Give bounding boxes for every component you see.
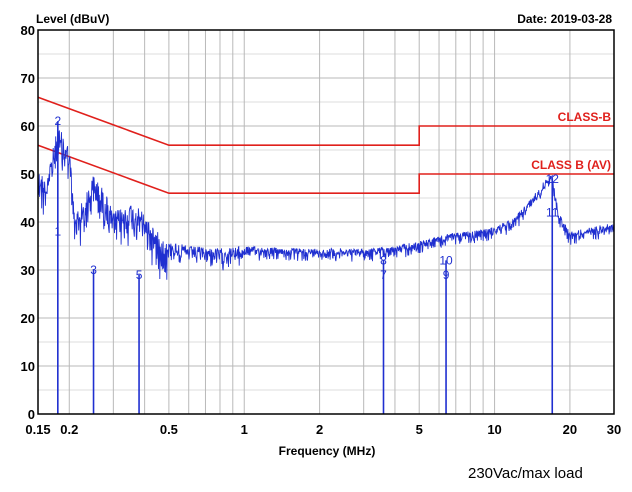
x-tick-label: 10 — [487, 422, 501, 437]
test-condition-caption: 230Vac/max load — [468, 465, 583, 482]
limit-line-2 — [37, 144, 614, 194]
marker-label: 10 — [439, 253, 453, 267]
marker-label: 5 — [136, 268, 143, 282]
y-tick-labels: 0 10 20 30 40 50 60 70 80 — [21, 23, 35, 422]
y-tick-label: 70 — [21, 71, 35, 86]
x-axis-label: Frequency (MHz) — [279, 444, 376, 458]
marker-label: 11 — [546, 205, 559, 219]
marker-label: 3 — [90, 263, 97, 277]
y-tick-label: 30 — [21, 263, 35, 278]
x-tick-label: 0.5 — [160, 422, 178, 437]
y-tick-label: 80 — [21, 23, 35, 38]
y-tick-label: 0 — [28, 407, 35, 422]
emission-trace — [37, 130, 615, 280]
x-tick-label: 5 — [416, 422, 423, 437]
marker-label: 12 — [546, 172, 560, 186]
limit-line-1 — [37, 96, 614, 146]
x-tick-label: 0.15 — [25, 422, 50, 437]
limit-lines: CLASS-B CLASS B (AV) — [37, 96, 614, 194]
plot-frame — [37, 29, 615, 415]
y-tick-label: 60 — [21, 119, 35, 134]
x-tick-label: 30 — [607, 422, 621, 437]
marker-label: 8 — [380, 253, 387, 267]
marker-label: 7 — [380, 268, 387, 282]
x-tick-label: 2 — [316, 422, 323, 437]
marker-label: 9 — [443, 268, 450, 282]
marker-label: 1 — [54, 225, 61, 239]
y-axis-label: Level (dBuV) — [36, 12, 109, 26]
y-tick-label: 20 — [21, 311, 35, 326]
x-tick-label: 20 — [563, 422, 577, 437]
x-tick-labels: 0.15 0.2 0.5 1 2 5 10 20 30 — [25, 422, 621, 437]
limit-label: CLASS-B — [558, 110, 612, 124]
x-tick-label: 0.2 — [60, 422, 78, 437]
date-label: Date: 2019-03-28 — [517, 12, 612, 26]
x-tick-label: 1 — [241, 422, 248, 437]
y-tick-label: 10 — [21, 359, 35, 374]
limit-label: CLASS B (AV) — [531, 158, 611, 172]
y-tick-label: 50 — [21, 167, 35, 182]
y-tick-label: 40 — [21, 215, 35, 230]
emission-trace-group — [37, 130, 615, 280]
marker-label: 2 — [54, 114, 61, 128]
